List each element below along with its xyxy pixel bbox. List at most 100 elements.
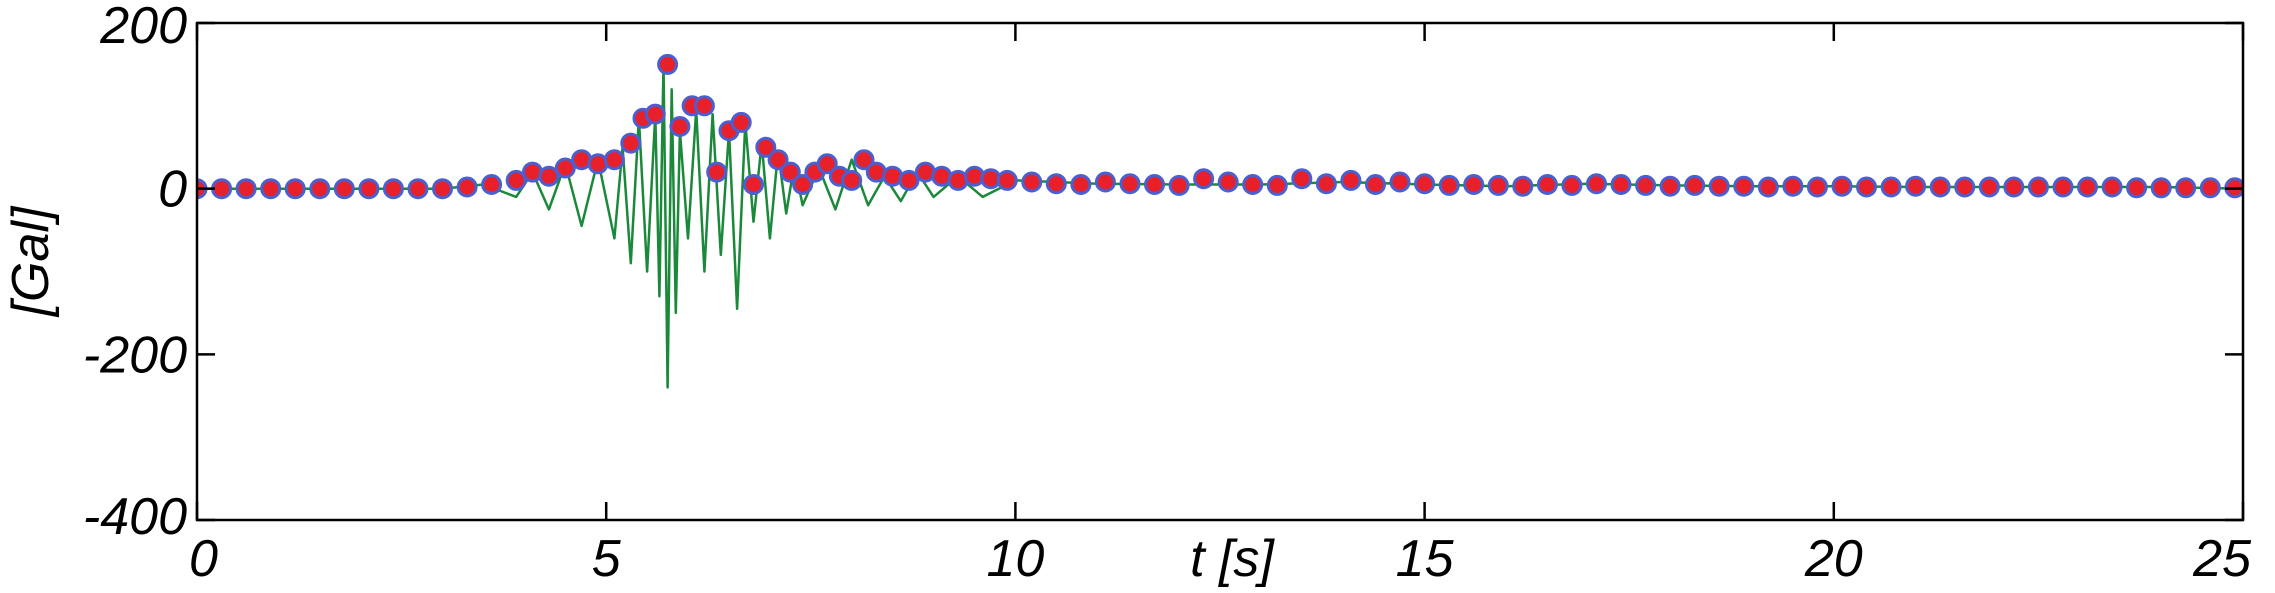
data-point [284, 178, 306, 200]
data-point [1782, 175, 1804, 197]
data-point [481, 174, 503, 195]
data-point [407, 178, 429, 200]
data-point [644, 103, 666, 125]
data-point [816, 153, 838, 175]
data-point [792, 174, 814, 195]
data-point [2126, 177, 2148, 199]
data-point [1119, 173, 1141, 195]
series-line-0 [197, 63, 2243, 389]
data-point [767, 149, 789, 171]
data-point [853, 149, 875, 171]
data-point [1831, 175, 1853, 197]
x-axis-label: t [s] [1190, 530, 1275, 588]
data-point [1978, 176, 2000, 198]
data-point [2003, 176, 2025, 198]
y-tick-label: -400 [83, 488, 187, 546]
data-point [1757, 176, 1779, 198]
y-axis-label: [Gal] [2, 205, 60, 317]
data-point [505, 169, 527, 191]
data-point [1045, 173, 1067, 195]
data-point [779, 161, 801, 183]
data-point [1389, 171, 1411, 193]
data-point [1880, 176, 1902, 198]
data-point [841, 169, 863, 191]
data-point [309, 178, 331, 200]
data-point [432, 178, 453, 200]
data-point [996, 169, 1018, 191]
y-tick-label: 0 [158, 161, 187, 219]
data-point [1168, 174, 1190, 196]
x-tick-label: 5 [592, 530, 622, 588]
data-point [1610, 174, 1632, 195]
data-point [1954, 176, 1976, 198]
data-point [333, 178, 355, 200]
data-point [1291, 168, 1313, 190]
data-point [1487, 174, 1509, 196]
data-point [2101, 176, 2123, 198]
data-point [1217, 171, 1239, 193]
data-point [538, 165, 560, 187]
data-point [657, 53, 679, 75]
x-tick-label: 15 [1396, 530, 1455, 588]
data-point [1684, 174, 1706, 196]
data-point [1708, 175, 1730, 197]
data-point [706, 161, 728, 183]
axis-labels: t [s] [Gal] [2, 205, 1275, 588]
data-point [1463, 174, 1485, 195]
data-point [211, 178, 233, 200]
data-point [1733, 175, 1755, 197]
plot-area [197, 53, 2243, 389]
data-point [2199, 177, 2221, 199]
data-point [1365, 174, 1386, 195]
data-point [2077, 176, 2098, 198]
data-point [1070, 174, 1092, 195]
data-point [1193, 168, 1215, 190]
data-point [358, 178, 380, 200]
y-tick-label: 200 [99, 0, 187, 55]
data-point [1144, 174, 1165, 195]
data-point [1266, 174, 1288, 196]
x-tick-label: 25 [2192, 530, 2252, 588]
data-point [669, 116, 691, 137]
data-point [1659, 175, 1681, 197]
data-point [730, 111, 752, 133]
data-point [1929, 176, 1951, 198]
data-point [2150, 177, 2172, 199]
data-point [1905, 175, 1927, 197]
data-point [2027, 176, 2049, 198]
x-tick-label: 10 [986, 530, 1044, 588]
data-point [743, 174, 764, 195]
x-tick-label: 0 [189, 530, 218, 588]
data-point [1414, 173, 1436, 195]
series-markers-1 [197, 53, 2243, 200]
data-point [1094, 171, 1116, 193]
data-point [693, 95, 715, 117]
data-point [1438, 174, 1460, 196]
data-point [1340, 169, 1362, 191]
plot-border [195, 21, 2245, 522]
data-point [260, 178, 282, 200]
data-point [382, 178, 404, 200]
data-point [2052, 176, 2074, 198]
data-point [1806, 176, 1828, 198]
data-point [1856, 176, 1877, 198]
y-tick-label: -200 [83, 326, 187, 384]
data-point [1315, 173, 1337, 195]
data-point [2175, 177, 2197, 199]
data-point [603, 149, 625, 171]
x-tick-label: 20 [1804, 530, 1863, 588]
data-point [620, 132, 642, 154]
data-point [1021, 171, 1043, 193]
data-point [1586, 173, 1607, 195]
data-point [1242, 174, 1264, 195]
data-point [898, 169, 920, 191]
data-point [1536, 174, 1558, 195]
data-point [755, 136, 777, 158]
data-point [235, 178, 257, 200]
data-point [1561, 174, 1583, 196]
data-point [1512, 175, 1534, 197]
data-point [456, 176, 478, 198]
data-point [554, 157, 576, 179]
